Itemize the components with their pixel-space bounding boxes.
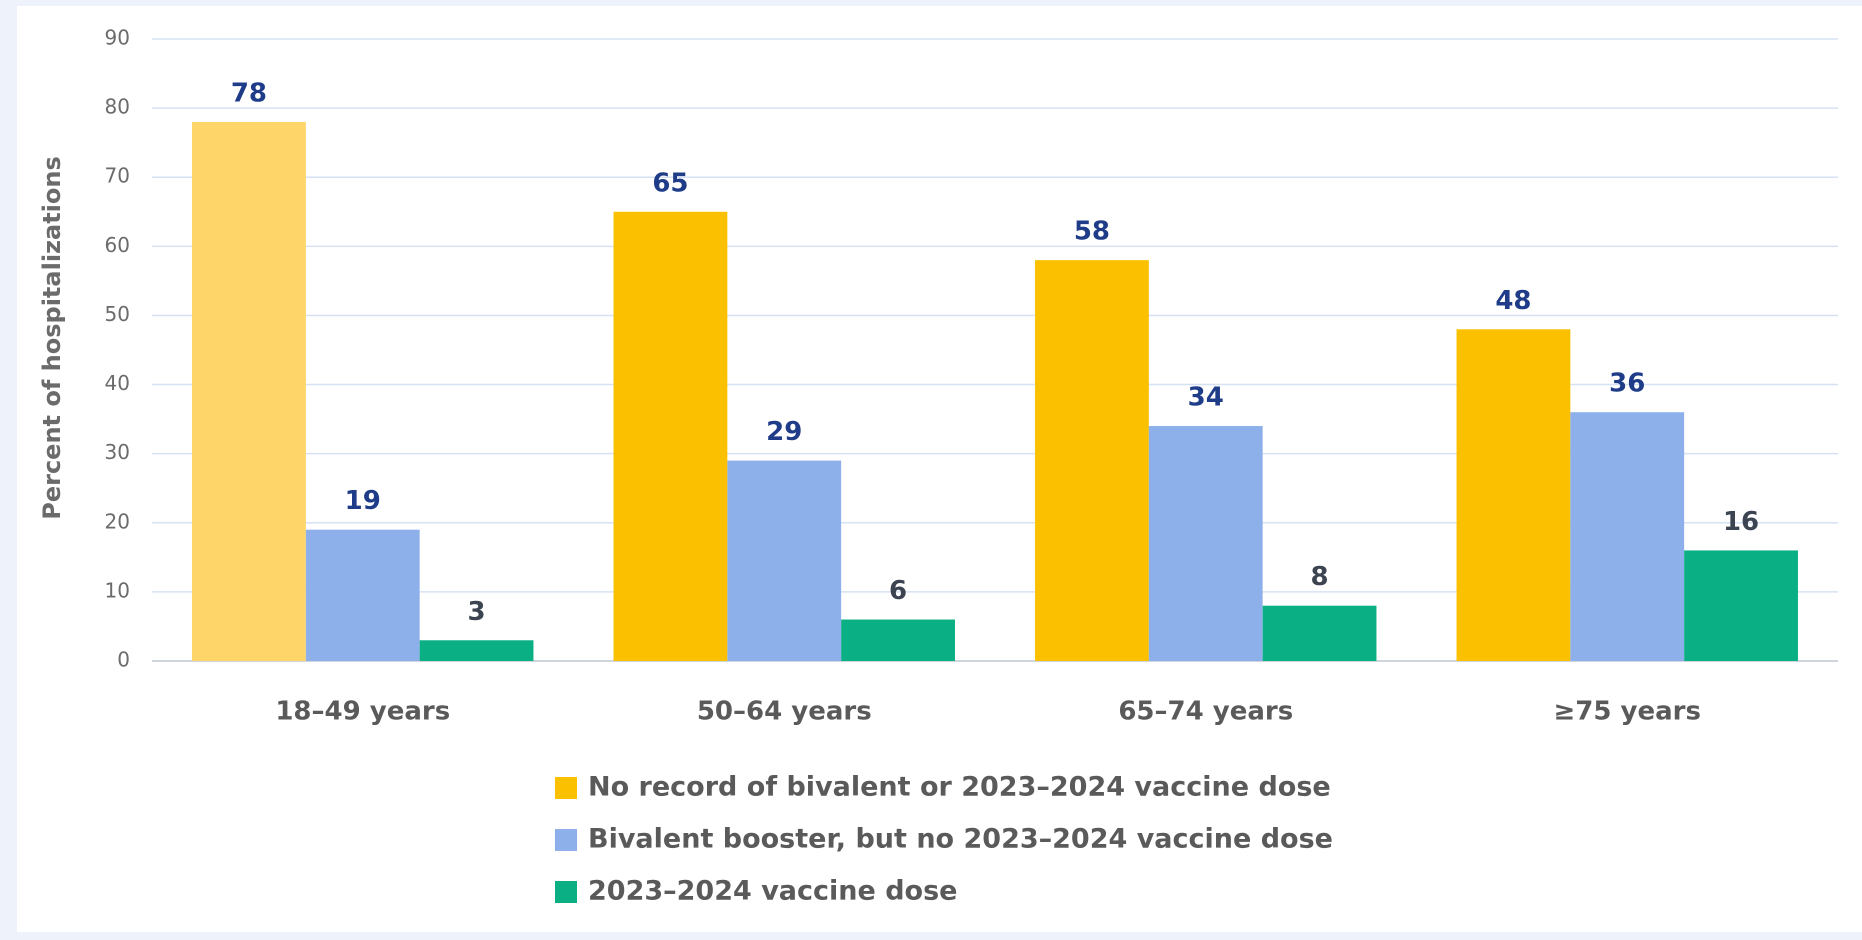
data-label: 34 (1188, 383, 1224, 413)
data-label: 65 (652, 168, 688, 198)
y-tick-label: 20 (105, 509, 130, 533)
data-label: 16 (1723, 507, 1759, 537)
bar (1684, 550, 1798, 661)
data-label: 29 (766, 417, 802, 447)
data-label: 19 (345, 486, 381, 516)
bar (305, 529, 420, 661)
bar (419, 640, 534, 661)
y-tick-label: 40 (105, 371, 130, 395)
bar (1570, 412, 1685, 661)
y-tick-label: 60 (105, 233, 130, 257)
data-label: 6 (889, 576, 907, 606)
y-axis-title: Percent of hospitalizations (38, 156, 66, 520)
bar (841, 619, 955, 661)
bar (613, 211, 728, 661)
y-tick-label: 30 (105, 440, 130, 464)
y-tick-label: 0 (117, 648, 130, 672)
data-label: 3 (468, 597, 486, 627)
bar (1456, 329, 1571, 661)
x-tick-label: ≥75 years (1554, 697, 1701, 727)
legend-swatch (555, 829, 577, 851)
y-tick-label: 90 (105, 26, 130, 50)
x-tick-label: 65–74 years (1118, 697, 1293, 727)
legend-swatch (555, 881, 577, 903)
data-label: 8 (1311, 562, 1329, 592)
legend-swatch (555, 777, 577, 799)
data-label: 36 (1609, 369, 1645, 399)
bar (1262, 605, 1377, 661)
data-label: 48 (1495, 286, 1531, 316)
bar (1148, 426, 1263, 661)
data-label: 58 (1074, 217, 1110, 247)
data-label: 78 (231, 78, 267, 108)
legend-label: No record of bivalent or 2023–2024 vacci… (588, 772, 1331, 803)
bar (1035, 260, 1149, 661)
legend-label: 2023–2024 vaccine dose (588, 876, 957, 907)
bar (727, 460, 842, 661)
y-tick-label: 50 (105, 302, 130, 326)
x-tick-label: 18–49 years (275, 697, 450, 727)
y-tick-label: 10 (105, 578, 130, 602)
y-tick-label: 80 (105, 95, 130, 119)
bar (192, 121, 306, 661)
y-tick-label: 70 (105, 164, 130, 188)
x-tick-label: 50–64 years (697, 697, 872, 727)
legend-label: Bivalent booster, but no 2023–2024 vacci… (588, 824, 1333, 855)
